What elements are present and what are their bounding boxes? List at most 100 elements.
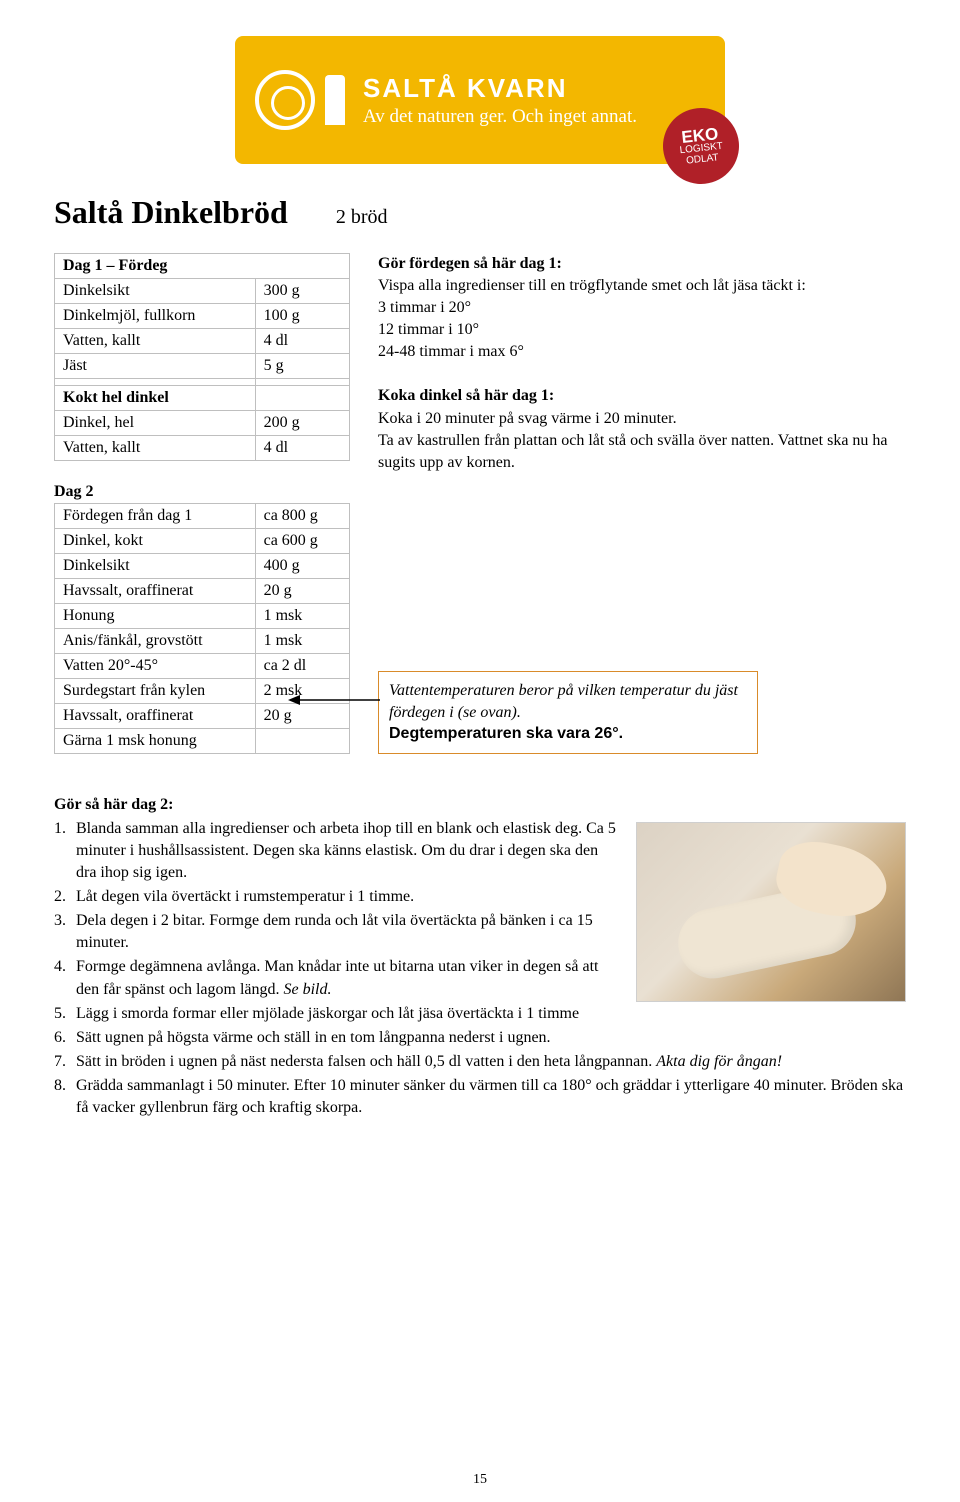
instruction-text: Blanda samman alla ingredienser och arbe…	[76, 818, 622, 884]
logo-text: SALTÅ KVARN Av det naturen ger. Och inge…	[363, 73, 637, 128]
day2-right: Vattentemperaturen beror på vilken tempe…	[378, 483, 906, 768]
ingredient-name: Dinkel, hel	[55, 411, 256, 436]
day2-label: Dag 2	[54, 483, 350, 501]
page-number: 15	[0, 1472, 960, 1488]
day2-left: Dag 2 Fördegen från dag 1ca 800 gDinkel,…	[54, 483, 350, 768]
logo-mark-mill	[325, 75, 345, 125]
instruction-text: Grädda sammanlagt i 50 minuter. Efter 10…	[76, 1075, 906, 1119]
ingredient-amount: 20 g	[255, 579, 349, 604]
ingredient-name: Gärna 1 msk honung	[55, 729, 256, 754]
table-row: Vatten, kallt4 dl	[55, 436, 350, 461]
section-day2: Dag 2 Fördegen från dag 1ca 800 gDinkel,…	[54, 483, 906, 768]
note-italic: Vattentemperaturen beror på vilken tempe…	[389, 682, 738, 721]
instruction-text: Lägg i smorda formar eller mjölade jäsko…	[76, 1003, 622, 1025]
instruction-number: 5.	[54, 1003, 76, 1025]
logo-tagline: Av det naturen ger. Och inget annat.	[363, 106, 637, 128]
ingredient-amount: 200 g	[255, 411, 349, 436]
instruction-text: Låt degen vila övertäckt i rumstemperatu…	[76, 886, 622, 908]
table-row: Dinkelsikt400 g	[55, 554, 350, 579]
ingredient-name: Surdegstart från kylen	[55, 679, 256, 704]
instructions-heading: Gör så här dag 2:	[54, 796, 906, 814]
ingredient-name: Havssalt, oraffinerat	[55, 704, 256, 729]
table-row: Vatten 20°-45°ca 2 dl	[55, 654, 350, 679]
ingredient-name: Vatten, kallt	[55, 436, 256, 461]
instruction-item: 3.Dela degen i 2 bitar. Formge dem runda…	[54, 910, 622, 954]
ingredient-name: Honung	[55, 604, 256, 629]
logo-brand: SALTÅ KVARN	[363, 73, 637, 104]
instruction-text: Formge degämnena avlånga. Man knådar int…	[76, 956, 622, 1000]
instruction-number: 1.	[54, 818, 76, 884]
right2-heading: Koka dinkel så här dag 1:	[378, 387, 554, 404]
instruction-item: 5.Lägg i smorda formar eller mjölade jäs…	[54, 1003, 622, 1025]
ingredient-amount: 4 dl	[255, 329, 349, 354]
instruction-item: 2.Låt degen vila övertäckt i rumstempera…	[54, 886, 622, 908]
recipe-title: Saltå Dinkelbröd	[54, 194, 288, 231]
instruction-number: 2.	[54, 886, 76, 908]
arrow-icon	[288, 691, 382, 709]
instruction-number: 4.	[54, 956, 76, 1000]
table-row: Dinkel, hel200 g	[55, 411, 350, 436]
instruction-text: Dela degen i 2 bitar. Formge dem runda o…	[76, 910, 622, 954]
ingredient-amount: ca 600 g	[255, 529, 349, 554]
day1-right: Gör fördegen så här dag 1: Vispa alla in…	[378, 253, 906, 475]
table-row: Dinkelsikt300 g	[55, 279, 350, 304]
kokt-header: Kokt hel dinkel	[55, 386, 256, 411]
table-row: Honung1 msk	[55, 604, 350, 629]
title-row: Saltå Dinkelbröd 2 bröd	[54, 194, 906, 231]
ingredient-amount: 1 msk	[255, 629, 349, 654]
ingredient-name: Vatten 20°-45°	[55, 654, 256, 679]
ingredient-amount: 5 g	[255, 354, 349, 379]
instruction-text: Sätt ugnen på högsta värme och ställ in …	[76, 1027, 906, 1049]
instruction-item: 6.Sätt ugnen på högsta värme och ställ i…	[54, 1027, 906, 1049]
logo-mark-circle	[255, 70, 315, 130]
ingredient-name: Anis/fänkål, grovstött	[55, 629, 256, 654]
table-row: Anis/fänkål, grovstött1 msk	[55, 629, 350, 654]
ingredient-name: Dinkelmjöl, fullkorn	[55, 304, 256, 329]
recipe-yield: 2 bröd	[336, 206, 388, 229]
ingredient-name: Jäst	[55, 354, 256, 379]
header-logo: SALTÅ KVARN Av det naturen ger. Och inge…	[54, 36, 906, 164]
table-row: Dinkelmjöl, fullkorn100 g	[55, 304, 350, 329]
table-row: Dinkel, koktca 600 g	[55, 529, 350, 554]
ingredient-name: Dinkel, kokt	[55, 529, 256, 554]
logo-banner: SALTÅ KVARN Av det naturen ger. Och inge…	[235, 36, 725, 164]
ingredient-amount: ca 800 g	[255, 504, 349, 529]
day1-left: Dag 1 – Fördeg Dinkelsikt300 gDinkelmjöl…	[54, 253, 350, 475]
section-day1: Dag 1 – Fördeg Dinkelsikt300 gDinkelmjöl…	[54, 253, 906, 475]
day1-label: Dag 1 – Fördeg	[55, 254, 350, 279]
ingredient-name: Vatten, kallt	[55, 329, 256, 354]
instruction-item: 4.Formge degämnena avlånga. Man knådar i…	[54, 956, 622, 1000]
eko-badge-line3: ODLAT	[686, 153, 720, 167]
instruction-number: 3.	[54, 910, 76, 954]
instruction-number: 6.	[54, 1027, 76, 1049]
ingredient-name: Fördegen från dag 1	[55, 504, 256, 529]
ingredient-amount: 300 g	[255, 279, 349, 304]
day1-fordeg-table: Dag 1 – Fördeg Dinkelsikt300 gDinkelmjöl…	[54, 253, 350, 461]
dough-photo	[636, 822, 906, 1002]
ingredient-amount: 1 msk	[255, 604, 349, 629]
instruction-number: 8.	[54, 1075, 76, 1119]
ingredient-amount: ca 2 dl	[255, 654, 349, 679]
temperature-note: Vattentemperaturen beror på vilken tempe…	[378, 671, 758, 754]
table-row: Fördegen från dag 1ca 800 g	[55, 504, 350, 529]
ingredient-amount: 400 g	[255, 554, 349, 579]
ingredient-name: Havssalt, oraffinerat	[55, 579, 256, 604]
table-row: Gärna 1 msk honung	[55, 729, 350, 754]
note-bold: Degtemperaturen ska vara 26°.	[389, 725, 623, 742]
ingredient-name: Dinkelsikt	[55, 279, 256, 304]
table-row: Vatten, kallt4 dl	[55, 329, 350, 354]
instruction-item: 8.Grädda sammanlagt i 50 minuter. Efter …	[54, 1075, 906, 1119]
table-row: Jäst5 g	[55, 354, 350, 379]
instructions-list: 1.Blanda samman alla ingredienser och ar…	[54, 818, 906, 1121]
right1-body: Vispa alla ingredienser till en trögflyt…	[378, 275, 906, 363]
instruction-item: 7.Sätt in bröden i ugnen på näst nederst…	[54, 1051, 906, 1073]
instruction-text: Sätt in bröden i ugnen på näst nedersta …	[76, 1051, 906, 1073]
day2-table: Fördegen från dag 1ca 800 gDinkel, koktc…	[54, 503, 350, 754]
ingredient-amount	[255, 729, 349, 754]
instruction-item: 1.Blanda samman alla ingredienser och ar…	[54, 818, 622, 884]
ingredient-name: Dinkelsikt	[55, 554, 256, 579]
right2-body: Koka i 20 minuter på svag värme i 20 min…	[378, 408, 906, 474]
eko-badge: EKO LOGISKT ODLAT	[659, 104, 743, 188]
ingredient-amount: 100 g	[255, 304, 349, 329]
ingredient-amount: 4 dl	[255, 436, 349, 461]
